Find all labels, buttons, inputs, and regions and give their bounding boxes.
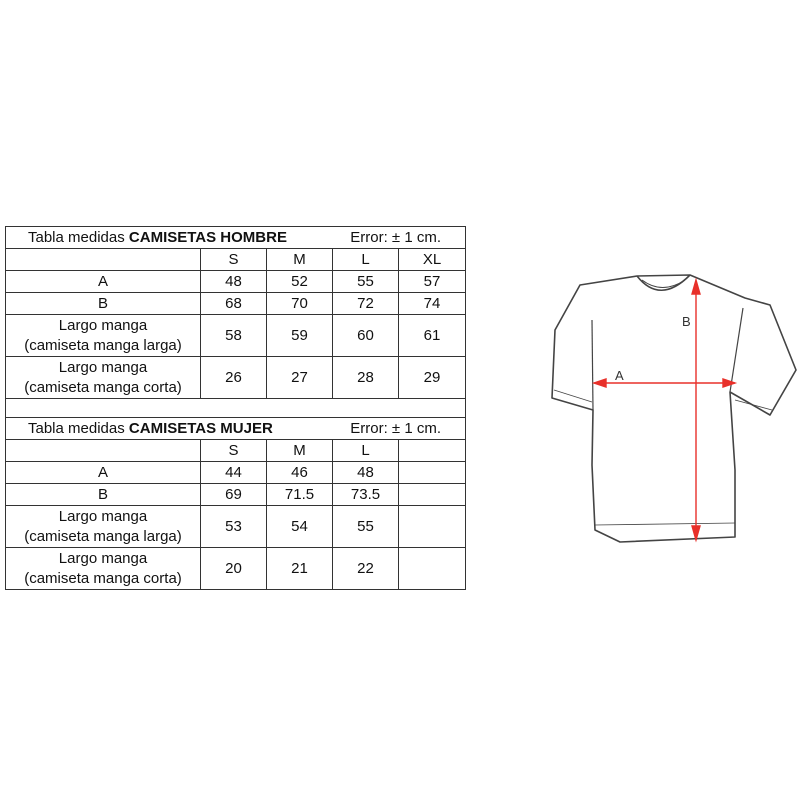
size-header: S [200,439,267,462]
value-cell: 68 [200,292,267,315]
value-cell: 60 [332,314,399,357]
value-cell: 74 [398,292,466,315]
row-label-line2: (camiseta manga corta) [24,569,182,587]
header-blank [5,439,201,462]
value-cell: 26 [200,356,267,399]
table-title: Tabla medidas CAMISETAS HOMBRE Error: ± 1… [5,226,466,249]
value-cell: 52 [266,270,333,293]
value-cell: 28 [332,356,399,399]
label-b: B [682,314,691,329]
size-header-row: S M L XL [5,248,466,271]
row-label: A [5,461,201,484]
row-label: Largo manga (camiseta manga larga) [5,505,201,548]
value-cell: 55 [332,270,399,293]
value-cell: 29 [398,356,466,399]
error-note: Error: ± 1 cm. [350,419,441,437]
value-cell: 70 [266,292,333,315]
value-cell [398,505,466,548]
value-cell [398,461,466,484]
tshirt-outline [551,274,797,543]
tshirt-diagram: A B [551,274,797,543]
title-prefix: Tabla medidas [28,228,129,246]
error-note: Error: ± 1 cm. [350,228,441,246]
row-label-line1: B [97,485,108,503]
row-label-line1: B [97,294,108,312]
size-table: Tabla medidas CAMISETAS HOMBRE Error: ± 1… [5,226,466,590]
title-bold: CAMISETAS MUJER [128,419,273,437]
table-title: Tabla medidas CAMISETAS MUJER Error: ± 1 … [5,417,466,440]
row-label: Largo manga (camiseta manga larga) [5,314,201,357]
size-header [398,439,466,462]
table-row: Largo manga (camiseta manga larga) 53 54 55 [5,505,466,548]
row-label-line1: A [97,272,108,290]
value-cell: 61 [398,314,466,357]
value-cell: 57 [398,270,466,293]
value-cell: 46 [266,461,333,484]
value-cell: 72 [332,292,399,315]
size-header: L [332,439,399,462]
row-label: Largo manga (camiseta manga corta) [5,356,201,399]
value-cell: 58 [200,314,267,357]
value-cell [398,547,466,590]
size-header: M [266,439,333,462]
header-blank [5,248,201,271]
row-label-line2: (camiseta manga corta) [24,378,182,396]
spacer-row [5,398,466,418]
size-header: M [266,248,333,271]
spacer-cell [5,398,466,418]
table-title-row: Tabla medidas CAMISETAS HOMBRE Error: ± 1… [5,226,466,249]
label-a: A [615,368,624,383]
row-label: Largo manga (camiseta manga corta) [5,547,201,590]
value-cell: 21 [266,547,333,590]
row-label: B [5,483,201,506]
row-label-line2: (camiseta manga larga) [24,336,182,354]
value-cell: 53 [200,505,267,548]
table-row: A 44 46 48 [5,461,466,484]
table-row: B 68 70 72 74 [5,292,466,315]
value-cell: 55 [332,505,399,548]
value-cell: 59 [266,314,333,357]
row-label-line1: Largo manga [58,316,148,334]
row-label-line1: Largo manga [58,507,148,525]
title-prefix: Tabla medidas [28,419,129,437]
value-cell: 73.5 [332,483,399,506]
table-row: Largo manga (camiseta manga corta) 20 21 22 [5,547,466,590]
value-cell: 69 [200,483,267,506]
value-cell: 48 [332,461,399,484]
row-label-line1: Largo manga [58,549,148,567]
table-row: Largo manga (camiseta manga corta) 26 27 28 2… [5,356,466,399]
table-row: Largo manga (camiseta manga larga) 58 59 60 6… [5,314,466,357]
table-row: A 48 52 55 57 [5,270,466,293]
size-header: L [332,248,399,271]
title-bold: CAMISETAS HOMBRE [128,228,287,246]
row-label-line1: A [97,463,108,481]
value-cell: 48 [200,270,267,293]
value-cell: 44 [200,461,267,484]
value-cell: 54 [266,505,333,548]
value-cell: 20 [200,547,267,590]
size-header: XL [398,248,466,271]
row-label: B [5,292,201,315]
size-header: S [200,248,267,271]
value-cell: 22 [332,547,399,590]
value-cell: 71.5 [266,483,333,506]
value-cell: 27 [266,356,333,399]
row-label: A [5,270,201,293]
row-label-line1: Largo manga [58,358,148,376]
value-cell [398,483,466,506]
table-row: B 69 71.5 73.5 [5,483,466,506]
table-title-row: Tabla medidas CAMISETAS MUJER Error: ± 1 … [5,417,466,440]
row-label-line2: (camiseta manga larga) [24,527,182,545]
